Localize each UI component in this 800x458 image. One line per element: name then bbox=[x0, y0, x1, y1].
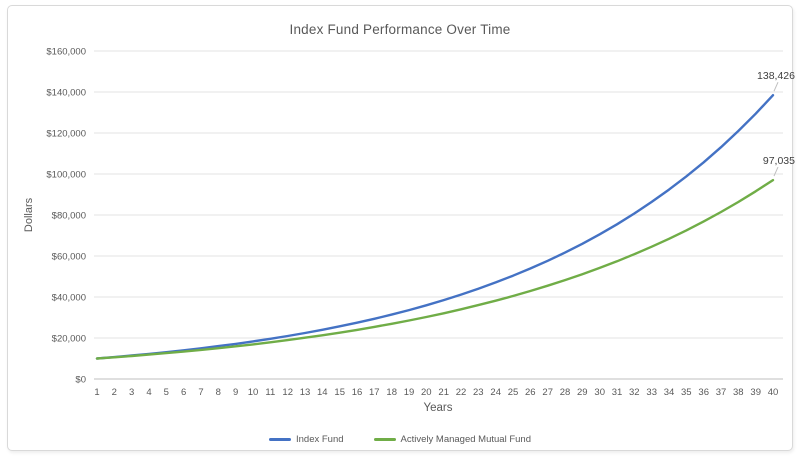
legend-label: Actively Managed Mutual Fund bbox=[400, 434, 531, 445]
x-tick-label: 15 bbox=[334, 387, 345, 398]
series-line-index-fund bbox=[95, 94, 775, 360]
y-tick-label: $20,000 bbox=[52, 334, 86, 345]
legend-label: Index Fund bbox=[296, 434, 344, 445]
x-tick-label: 34 bbox=[664, 387, 675, 398]
chart-title: Index Fund Performance Over Time bbox=[289, 22, 511, 37]
x-tick-label: 33 bbox=[646, 387, 657, 398]
series-line-actively-managed-mutual-fund bbox=[95, 178, 775, 360]
y-tick-label: $40,000 bbox=[52, 293, 86, 304]
x-tick-label: 23 bbox=[473, 387, 484, 398]
x-tick-label: 26 bbox=[525, 387, 536, 398]
x-tick-label: 10 bbox=[248, 387, 259, 398]
x-tick-label: 11 bbox=[265, 387, 275, 398]
legend-line-swatch-index-fund bbox=[269, 438, 291, 441]
x-tick-label: 6 bbox=[181, 387, 186, 398]
x-tick-label: 35 bbox=[681, 387, 692, 398]
legend-item-index-fund: Index Fund bbox=[269, 434, 344, 445]
x-tick-label: 20 bbox=[421, 387, 432, 398]
x-tick-label: 16 bbox=[352, 387, 363, 398]
y-tick-label: $60,000 bbox=[52, 252, 86, 263]
x-tick-label: 12 bbox=[282, 387, 293, 398]
x-tick-label: 7 bbox=[198, 387, 203, 398]
y-tick-label: $100,000 bbox=[46, 170, 86, 181]
x-tick-label: 18 bbox=[386, 387, 397, 398]
x-tick-label: 14 bbox=[317, 387, 328, 398]
x-tick-label: 31 bbox=[612, 387, 623, 398]
x-tick-label: 17 bbox=[369, 387, 380, 398]
x-tick-label: 5 bbox=[164, 387, 169, 398]
x-tick-label: 38 bbox=[733, 387, 744, 398]
legend: Index Fund Actively Managed Mutual Fund bbox=[8, 434, 792, 445]
y-axis-title: Dollars bbox=[23, 197, 35, 233]
y-tick-label: $140,000 bbox=[46, 88, 86, 99]
x-tick-label: 40 bbox=[768, 387, 779, 398]
x-tick-label: 3 bbox=[129, 387, 134, 398]
x-tick-label: 21 bbox=[438, 387, 449, 398]
x-tick-label: 8 bbox=[216, 387, 221, 398]
x-tick-label: 19 bbox=[404, 387, 415, 398]
data-label-actively-managed-mutual-fund: 97,035 bbox=[763, 155, 795, 167]
y-tick-label: $80,000 bbox=[52, 211, 86, 222]
x-tick-label: 2 bbox=[112, 387, 117, 398]
x-tick-label: 29 bbox=[577, 387, 588, 398]
y-tick-label: $160,000 bbox=[46, 47, 86, 58]
x-tick-label: 27 bbox=[542, 387, 553, 398]
x-tick-label: 30 bbox=[594, 387, 605, 398]
legend-line-swatch-actively-managed-mutual-fund bbox=[373, 438, 396, 441]
x-tick-label: 32 bbox=[629, 387, 640, 398]
legend-item-actively-managed-mutual-fund: Actively Managed Mutual Fund bbox=[373, 434, 531, 445]
x-tick-label: 28 bbox=[560, 387, 571, 398]
data-label-leader bbox=[773, 82, 779, 92]
x-tick-label: 22 bbox=[456, 387, 467, 398]
plot-canvas: $0 $20,000 $40,000 $60,000 $80,000 $100,000 $1… bbox=[46, 47, 795, 399]
data-label-index-fund: 138,426 bbox=[757, 70, 795, 82]
y-tick-label: $0 bbox=[75, 375, 86, 386]
x-tick-label: 4 bbox=[146, 387, 151, 398]
y-tick-label: $120,000 bbox=[46, 129, 86, 140]
x-tick-label: 39 bbox=[750, 387, 761, 398]
x-tick-label: 9 bbox=[233, 387, 238, 398]
x-axis-title: Years bbox=[423, 402, 453, 414]
x-tick-label: 24 bbox=[490, 387, 501, 398]
x-tick-label: 1 bbox=[94, 387, 99, 398]
x-tick-label: 13 bbox=[300, 387, 311, 398]
x-tick-label: 36 bbox=[698, 387, 709, 398]
chart-card: Index Fund Performance Over Time $0 $20,0… bbox=[7, 5, 795, 451]
data-label-leader bbox=[773, 166, 779, 177]
x-tick-label: 25 bbox=[508, 387, 519, 398]
x-tick-label: 37 bbox=[716, 387, 727, 398]
